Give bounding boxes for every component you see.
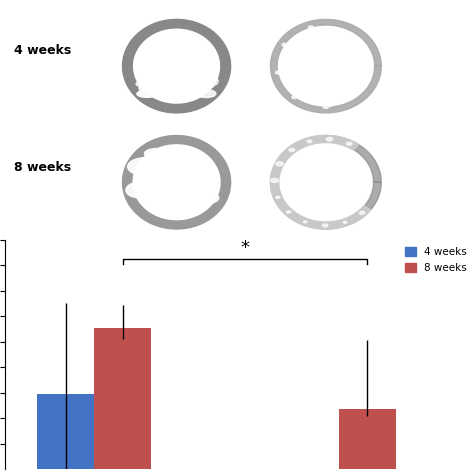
Ellipse shape [326, 137, 333, 141]
Ellipse shape [197, 83, 213, 89]
Text: *: * [241, 239, 250, 257]
Ellipse shape [145, 148, 168, 159]
Ellipse shape [144, 162, 152, 168]
Ellipse shape [322, 224, 328, 227]
Ellipse shape [346, 142, 352, 146]
Ellipse shape [276, 196, 280, 199]
Ellipse shape [180, 151, 200, 160]
Ellipse shape [126, 182, 153, 198]
Ellipse shape [208, 77, 218, 85]
Ellipse shape [164, 181, 172, 187]
Polygon shape [123, 136, 230, 229]
Ellipse shape [156, 179, 166, 185]
Ellipse shape [182, 92, 196, 96]
Ellipse shape [289, 148, 295, 152]
Ellipse shape [323, 105, 328, 109]
Polygon shape [271, 136, 371, 229]
Bar [94, 328, 151, 469]
Ellipse shape [308, 26, 314, 29]
Ellipse shape [200, 202, 209, 208]
Ellipse shape [190, 191, 200, 196]
Ellipse shape [163, 162, 203, 177]
Ellipse shape [139, 84, 148, 91]
Ellipse shape [151, 183, 163, 187]
Ellipse shape [184, 182, 191, 187]
Ellipse shape [343, 221, 347, 223]
Polygon shape [271, 136, 381, 229]
Ellipse shape [173, 80, 186, 90]
Ellipse shape [183, 173, 210, 186]
Ellipse shape [167, 72, 178, 77]
Ellipse shape [276, 162, 283, 166]
Ellipse shape [282, 43, 288, 46]
Ellipse shape [303, 221, 307, 223]
Ellipse shape [128, 158, 165, 176]
Text: 4 weeks: 4 weeks [14, 44, 71, 57]
Legend: 4 weeks, 8 weeks: 4 weeks, 8 weeks [403, 245, 469, 275]
Ellipse shape [275, 71, 281, 74]
Text: 8 weeks: 8 weeks [14, 161, 71, 174]
Ellipse shape [204, 178, 213, 182]
Ellipse shape [139, 91, 155, 97]
Ellipse shape [146, 70, 157, 78]
Ellipse shape [307, 140, 312, 143]
Ellipse shape [137, 91, 156, 97]
Ellipse shape [193, 68, 204, 77]
Ellipse shape [286, 211, 291, 213]
Ellipse shape [196, 90, 216, 98]
Ellipse shape [154, 82, 172, 85]
Ellipse shape [165, 206, 172, 213]
Ellipse shape [153, 197, 187, 210]
Bar [37, 394, 94, 469]
Polygon shape [271, 19, 381, 113]
Ellipse shape [180, 152, 187, 157]
Bar [339, 410, 396, 469]
Ellipse shape [359, 211, 365, 214]
Ellipse shape [136, 82, 146, 86]
Ellipse shape [166, 79, 175, 88]
Ellipse shape [271, 178, 279, 182]
Ellipse shape [195, 192, 219, 203]
Polygon shape [123, 19, 230, 113]
Ellipse shape [292, 95, 297, 99]
Ellipse shape [167, 80, 174, 85]
